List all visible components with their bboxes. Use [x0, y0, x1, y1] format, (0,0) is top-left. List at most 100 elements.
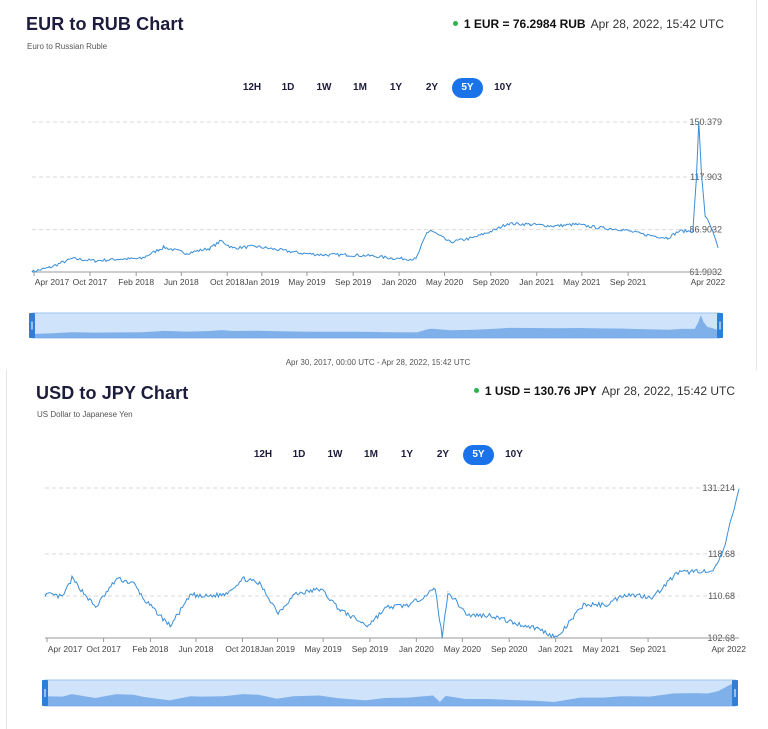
x-tick-label: Jan 2020	[399, 644, 434, 654]
data-point	[717, 247, 719, 249]
data-point	[369, 255, 371, 257]
series-line	[44, 488, 740, 639]
data-point	[300, 252, 302, 254]
data-point	[224, 593, 226, 595]
period-button-12h[interactable]: 12H	[242, 82, 262, 93]
period-button-1d[interactable]: 1D	[292, 449, 306, 460]
data-point	[621, 228, 623, 231]
data-point	[738, 488, 740, 490]
rate-display: 1 USD = 130.76 JPY Apr 28, 2022, 15:42 UT…	[473, 384, 735, 398]
x-tick-label: Jan 2019	[244, 277, 279, 287]
x-tick-label: Sep 2021	[630, 644, 667, 654]
period-button-1w[interactable]: 1W	[327, 449, 343, 460]
data-point	[623, 593, 626, 595]
data-point	[254, 245, 256, 247]
data-point	[366, 625, 368, 627]
x-tick-label: Sep 2019	[352, 644, 389, 654]
period-button-1m[interactable]: 1M	[364, 449, 378, 460]
data-point	[392, 257, 394, 259]
data-point	[698, 121, 700, 123]
data-point	[692, 230, 694, 232]
x-tick-label: Apr 2017	[48, 644, 83, 654]
data-point	[434, 588, 436, 590]
x-tick-label: Jan 2020	[382, 277, 417, 287]
data-point	[676, 572, 678, 574]
data-point	[695, 181, 697, 183]
x-tick-label: Oct 2017	[73, 277, 108, 287]
data-point	[710, 227, 712, 229]
navigator-area	[45, 682, 735, 706]
data-point	[323, 254, 325, 256]
period-button-5y[interactable]: 5Y	[463, 445, 494, 465]
x-tick-label: Sep 2021	[610, 277, 647, 287]
period-button-2y[interactable]: 2Y	[436, 449, 450, 460]
data-point	[277, 612, 279, 614]
x-tick-label: Jan 2019	[260, 644, 295, 654]
data-point	[71, 258, 73, 260]
data-point	[117, 258, 119, 260]
rate-value: 1 EUR = 76.2984 RUB	[463, 17, 586, 31]
period-button-10y[interactable]: 10Y	[494, 82, 512, 93]
x-tick-label: Oct 2018	[225, 644, 260, 654]
period-button-10y[interactable]: 10Y	[505, 449, 523, 460]
period-selector: 12H 1D 1W 1M 1Y 2Y 5Y 10Y	[245, 445, 532, 467]
data-point	[140, 258, 142, 260]
period-button-5y[interactable]: 5Y	[452, 78, 483, 98]
data-point	[652, 596, 655, 598]
x-tick-label: May 2019	[288, 277, 326, 287]
data-point	[575, 223, 577, 225]
period-button-1y[interactable]: 1Y	[389, 82, 403, 93]
data-point	[449, 241, 451, 243]
data-point	[415, 258, 417, 260]
x-tick-label: May 2021	[563, 277, 601, 287]
period-button-1d[interactable]: 1D	[281, 82, 295, 93]
period-button-12h[interactable]: 12H	[253, 449, 273, 460]
navigator-area	[32, 315, 720, 338]
x-tick-label: Oct 2017	[86, 644, 121, 654]
period-button-1y[interactable]: 1Y	[400, 449, 414, 460]
y-tick-label: 117.903	[690, 172, 722, 182]
y-tick-label: 131.214	[702, 483, 735, 493]
data-point	[704, 215, 706, 217]
data-point	[220, 240, 222, 242]
data-point	[467, 614, 469, 616]
data-point	[116, 577, 118, 580]
x-tick-label: Oct 2018	[210, 277, 245, 287]
period-button-1w[interactable]: 1W	[316, 82, 332, 93]
data-point	[490, 614, 492, 616]
series-line	[31, 121, 719, 273]
x-tick-label: Feb 2018	[118, 277, 154, 287]
data-point	[430, 229, 432, 231]
data-point	[495, 228, 497, 231]
rate-timestamp: Apr 28, 2022, 15:42 UTC	[601, 384, 735, 398]
data-point	[200, 596, 202, 598]
period-button-1m[interactable]: 1M	[353, 82, 367, 93]
data-point	[506, 222, 508, 225]
data-point	[190, 593, 193, 595]
data-point	[537, 627, 539, 629]
data-point	[711, 572, 713, 574]
data-point	[71, 577, 73, 580]
data-point	[133, 583, 135, 585]
data-point	[339, 609, 341, 611]
data-point	[320, 588, 322, 590]
x-tick-label: May 2021	[583, 644, 621, 654]
period-button-2y[interactable]: 2Y	[425, 82, 439, 93]
rate-value: 1 USD = 130.76 JPY	[484, 384, 597, 398]
x-tick-label: Jun 2018	[179, 644, 214, 654]
x-tick-label: May 2020	[444, 644, 482, 654]
y-tick-label: 150.379	[689, 117, 722, 127]
data-point	[667, 237, 669, 239]
chart-subtitle: US Dollar to Japanese Yen	[37, 410, 133, 419]
usd-jpy-chart-panel: USD to JPY Chart US Dollar to Japanese Y…	[6, 370, 768, 729]
y-tick-label: 86.9032	[689, 225, 722, 235]
data-point	[259, 583, 261, 585]
x-tick-label: Jun 2018	[164, 277, 199, 287]
live-status-dot	[452, 21, 458, 27]
x-tick-label: Sep 2019	[335, 277, 372, 287]
data-point	[94, 260, 96, 262]
x-tick-label: May 2019	[304, 644, 342, 654]
data-point	[721, 554, 723, 556]
